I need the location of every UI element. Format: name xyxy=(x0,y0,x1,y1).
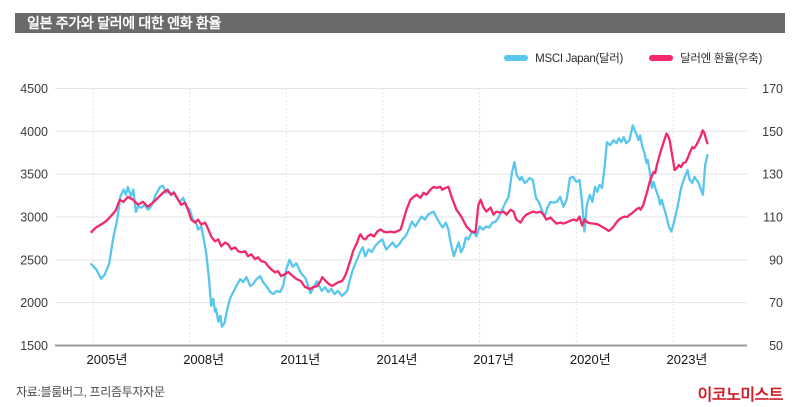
source-text: 자료:블룸버그, 프리즘투자자문 xyxy=(16,385,165,399)
svg-text:90: 90 xyxy=(769,253,783,267)
legend-label-dollar-yen: 달러엔 환율(우축) xyxy=(680,53,762,65)
svg-text:4500: 4500 xyxy=(20,82,48,96)
svg-text:70: 70 xyxy=(769,296,783,310)
publisher-logo: 이코노미스트 xyxy=(697,387,784,404)
svg-text:3500: 3500 xyxy=(20,168,48,182)
svg-text:170: 170 xyxy=(762,82,783,96)
svg-text:130: 130 xyxy=(762,168,783,182)
svg-text:2017년: 2017년 xyxy=(473,352,514,367)
svg-text:2020년: 2020년 xyxy=(570,352,611,367)
svg-text:2011년: 2011년 xyxy=(280,352,320,367)
legend-item-msci-japan: MSCI Japan(달러) xyxy=(504,50,623,66)
svg-text:1500: 1500 xyxy=(20,339,48,353)
title-bar: 일본 주가와 달러에 대한 엔화 환율 xyxy=(15,13,785,33)
svg-text:3000: 3000 xyxy=(20,211,48,225)
svg-text:50: 50 xyxy=(769,339,783,353)
legend-item-dollar-yen: 달러엔 환율(우축) xyxy=(649,50,762,66)
legend-swatch-dollar-yen xyxy=(649,55,674,61)
svg-text:2500: 2500 xyxy=(20,253,48,267)
svg-text:110: 110 xyxy=(763,211,783,225)
legend-label-msci-japan: MSCI Japan(달러) xyxy=(535,53,624,65)
svg-text:2000: 2000 xyxy=(20,296,48,310)
legend-swatch-msci-japan xyxy=(504,55,529,61)
chart-title: 일본 주가와 달러에 대한 엔화 환율 xyxy=(27,15,222,31)
legend: MSCI Japan(달러) 달러엔 환율(우축) xyxy=(504,50,762,66)
svg-text:2023년: 2023년 xyxy=(667,352,708,367)
svg-text:150: 150 xyxy=(762,125,783,139)
svg-text:2005년: 2005년 xyxy=(87,352,128,367)
svg-text:2008년: 2008년 xyxy=(183,352,224,367)
svg-text:2014년: 2014년 xyxy=(377,352,418,367)
svg-text:4000: 4000 xyxy=(20,125,48,139)
